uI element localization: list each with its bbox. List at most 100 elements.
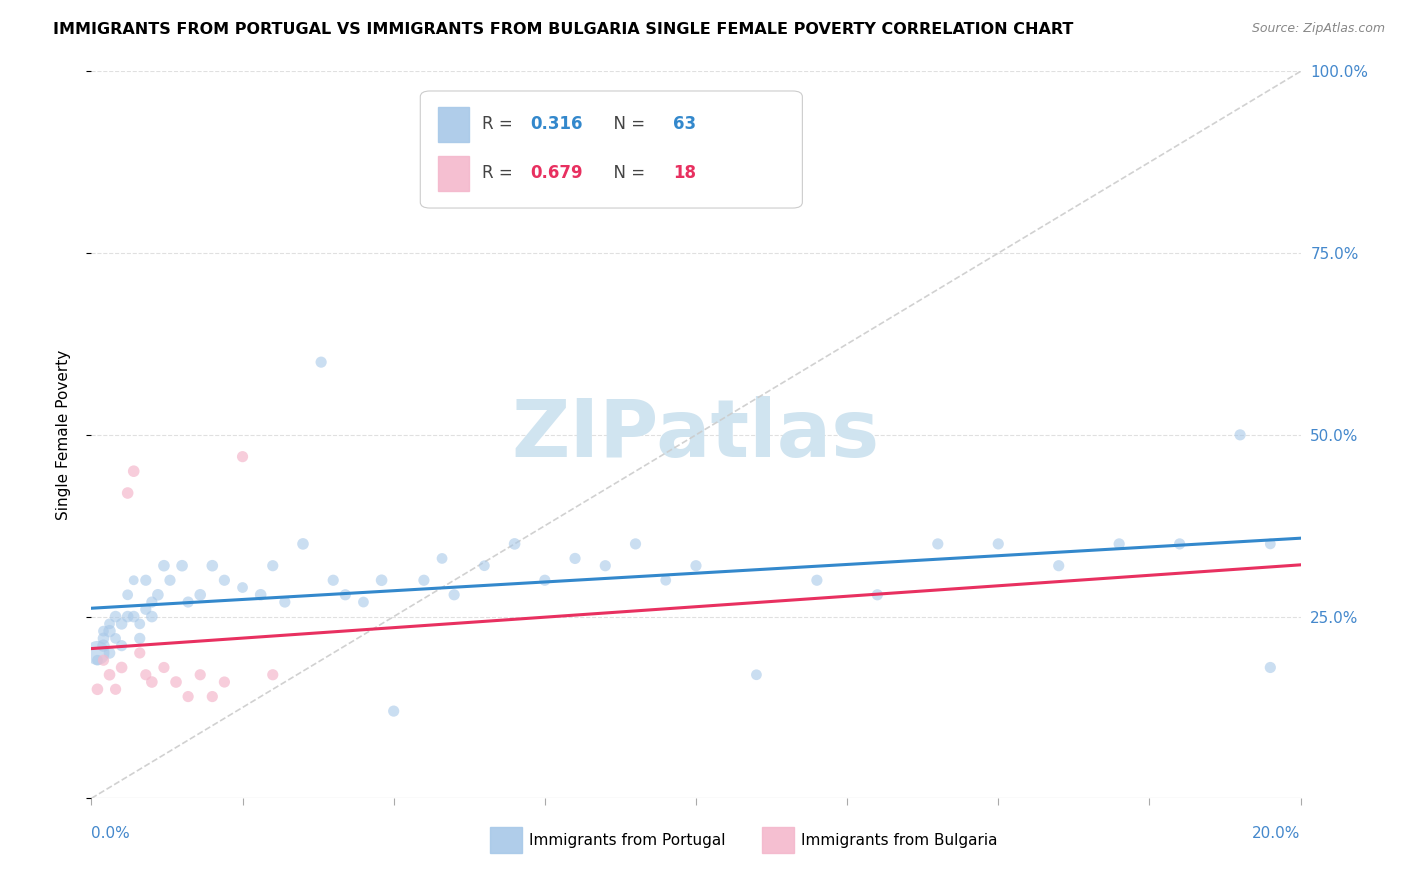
Point [322,574,344,588]
Point [1229,428,1251,442]
Point [135,574,157,588]
Text: 20.0%: 20.0% [1253,826,1301,841]
Point [595,558,617,573]
Point [177,690,200,704]
Point [104,682,127,697]
Y-axis label: Single Female Poverty: Single Female Poverty [56,350,70,520]
Point [1260,537,1282,551]
Point [122,464,145,478]
Text: N =: N = [603,164,650,182]
Point [262,667,284,681]
Point [98,667,121,681]
Point [135,667,157,681]
Point [564,551,586,566]
Point [141,595,163,609]
Point [135,602,157,616]
Point [111,616,132,631]
Point [987,537,1010,551]
Point [503,537,526,551]
Point [262,558,284,573]
Point [86,646,108,660]
Text: R =: R = [482,164,517,182]
Point [430,551,453,566]
Point [866,588,889,602]
Text: Immigrants from Bulgaria: Immigrants from Bulgaria [801,832,998,847]
Point [214,675,236,690]
Point [128,616,150,631]
Point [93,632,115,646]
Point [382,704,405,718]
Point [927,537,949,551]
Point [352,595,374,609]
Text: Immigrants from Portugal: Immigrants from Portugal [529,832,725,847]
Point [86,682,108,697]
Point [249,588,271,602]
Point [93,639,115,653]
Bar [762,828,794,853]
Point [159,574,181,588]
Text: R =: R = [482,115,517,134]
Text: 0.679: 0.679 [530,164,583,182]
Point [117,486,139,500]
Point [806,574,828,588]
Point [117,609,139,624]
Point [122,574,145,588]
Point [274,595,297,609]
Point [292,537,315,551]
Point [153,558,176,573]
Point [654,574,676,588]
Point [111,660,132,674]
Point [685,558,707,573]
Point [98,646,121,660]
Point [104,609,127,624]
Point [472,558,495,573]
Point [231,450,253,464]
Point [122,609,145,624]
Point [201,558,224,573]
Point [188,588,211,602]
Point [1168,537,1191,551]
Point [141,609,163,624]
Text: 0.0%: 0.0% [91,826,131,841]
Point [98,624,121,639]
Point [98,616,121,631]
Point [128,632,150,646]
Point [1047,558,1070,573]
Point [104,632,127,646]
Point [165,675,187,690]
Point [146,588,169,602]
Point [201,690,224,704]
Point [141,675,163,690]
Point [188,667,211,681]
Point [177,595,200,609]
Point [624,537,647,551]
Text: ZIPatlas: ZIPatlas [512,396,880,474]
Point [128,646,150,660]
Text: 18: 18 [673,164,696,182]
Bar [491,828,522,853]
Text: 0.316: 0.316 [530,115,583,134]
Point [443,588,465,602]
Point [745,667,768,681]
Point [335,588,357,602]
Point [1260,660,1282,674]
Point [93,653,115,667]
Point [117,588,139,602]
FancyBboxPatch shape [420,91,803,208]
Point [533,574,555,588]
Point [111,639,132,653]
Point [413,574,436,588]
Point [1108,537,1130,551]
Point [309,355,332,369]
Point [214,574,236,588]
Text: IMMIGRANTS FROM PORTUGAL VS IMMIGRANTS FROM BULGARIA SINGLE FEMALE POVERTY CORRE: IMMIGRANTS FROM PORTUGAL VS IMMIGRANTS F… [53,22,1074,37]
Point [86,653,108,667]
Bar [439,107,468,142]
Bar [439,156,468,191]
Point [93,624,115,639]
Text: N =: N = [603,115,650,134]
Text: 63: 63 [673,115,696,134]
Text: Source: ZipAtlas.com: Source: ZipAtlas.com [1251,22,1385,36]
Point [370,574,392,588]
Point [172,558,194,573]
